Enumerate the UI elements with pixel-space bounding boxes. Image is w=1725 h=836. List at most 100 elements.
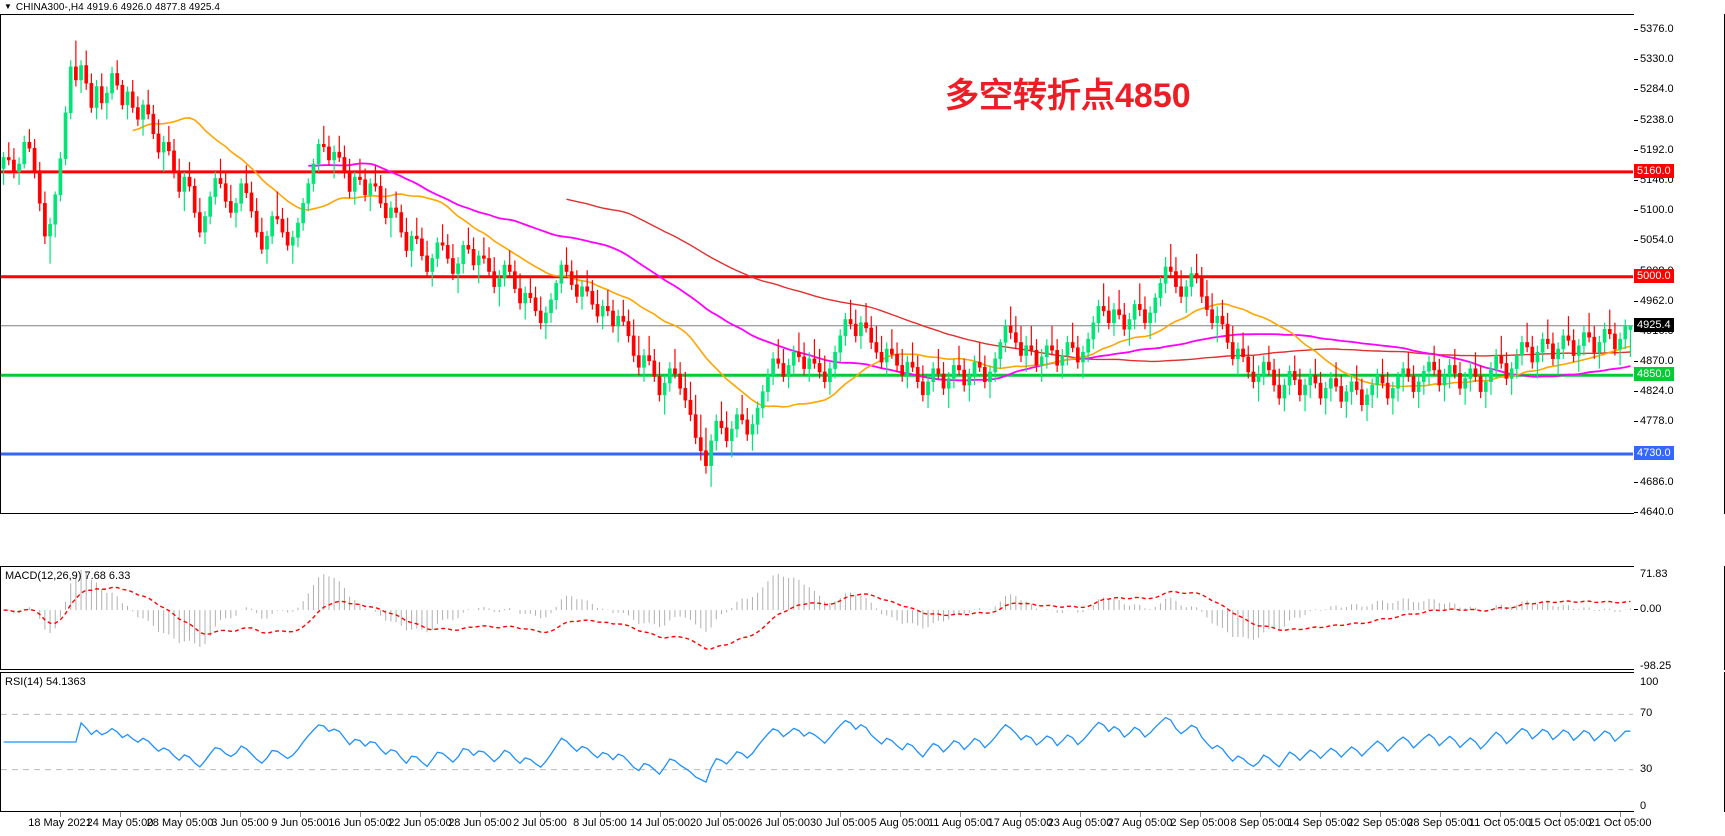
time-axis-label: 14 Jul 05:00 [630,817,690,829]
time-axis-label: 8 Jul 05:00 [573,817,627,829]
time-tick [360,812,361,817]
price-axis-label: 4640.0 [1640,506,1674,518]
time-axis-label: 8 Sep 05:00 [1230,817,1290,829]
time-tick [720,812,721,817]
axis-tick [1634,391,1638,393]
time-axis-label: 2 Jul 05:00 [513,817,567,829]
macd-axis-label: -98.25 [1640,660,1672,672]
macd-axis: 71.83 0.00 -98.25 [1634,566,1724,672]
time-tick [300,812,301,817]
price-axis-label: 5376.0 [1640,23,1674,36]
chevron-down-icon[interactable]: ▼ [4,2,12,11]
time-axis-label: 17 Aug 05:00 [987,817,1053,829]
time-tick [1200,812,1201,817]
time-tick [1140,812,1141,817]
price-axis-label: 4778.0 [1640,415,1674,428]
time-axis-label: 26 Jul 05:00 [750,817,810,829]
axis-tick [1634,361,1638,363]
axis-tick [1634,300,1638,302]
rsi-axis: 100 70 30 0 [1634,672,1724,812]
axis-tick [1634,240,1638,242]
time-tick [840,812,841,817]
time-axis-label: 28 May 05:00 [146,817,214,829]
time-tick [480,812,481,817]
time-axis-label: 23 Aug 05:00 [1047,817,1113,829]
rsi-axis-label: 70 [1640,707,1653,720]
time-tick [1320,812,1321,817]
axis-tick [1634,180,1638,181]
axis-tick [1634,89,1638,91]
rsi-label: RSI(14) 54.1363 [5,676,86,688]
price-axis-label: 4686.0 [1640,475,1674,488]
time-tick [540,812,541,817]
time-axis-label: 24 May 05:00 [86,817,154,829]
time-tick [1020,812,1021,817]
time-tick [1620,812,1621,817]
rsi-axis-label: 0 [1640,800,1647,812]
time-axis-label: 16 Jun 05:00 [328,817,392,829]
time-tick [240,812,241,817]
time-axis-label: 28 Sep 05:00 [1407,817,1473,829]
rsi-axis-label: 30 [1640,762,1653,775]
time-axis-label: 15 Oct 05:00 [1528,817,1592,829]
time-tick [1380,812,1381,817]
support-4730[interactable]: 4730.0 [1634,445,1674,460]
time-tick [180,812,181,817]
time-axis-label: 11 Aug 05:00 [927,817,993,829]
time-axis: 18 May 2021 24 May 05:00 28 May 05:00 3 Jun… [0,812,1725,836]
axis-tick [1634,609,1638,611]
time-tick [1560,812,1561,817]
price-axis-label: 5330.0 [1640,53,1674,66]
macd-axis-label: 71.83 [1640,568,1668,580]
price-axis-label: 4962.0 [1640,294,1674,307]
axis-tick [1634,119,1638,121]
axis-tick [1634,149,1638,151]
time-axis-label: 22 Jun 05:00 [388,817,452,829]
axis-tick [1634,59,1638,61]
rsi-panel[interactable] [0,672,1725,812]
time-tick [1440,812,1441,817]
time-axis-label: 28 Jun 05:00 [448,817,512,829]
time-axis-label: 11 Oct 05:00 [1468,817,1532,829]
time-tick [900,812,901,817]
price-axis-label: 5238.0 [1640,113,1674,126]
axis-tick [1634,210,1638,212]
resistance-5160[interactable]: 5160.0 [1634,163,1674,178]
time-axis-label: 5 Aug 05:00 [870,817,930,829]
chart-annotation-text: 多空转折点4850 [945,77,1191,115]
price-axis: 5376.0 5330.0 5284.0 5238.0 5192.0 5146.0 5100… [1634,14,1724,518]
time-tick [60,812,61,817]
symbol-ohlc-text: CHINA300-,H4 4919.6 4926.0 4877.8 4925.4 [15,1,221,13]
time-axis-label: 9 Jun 05:00 [271,817,329,829]
time-tick [1260,812,1261,817]
current-price-4925[interactable]: 4925.4 [1634,317,1674,332]
symbol-bar: ▼ CHINA300-,H4 4919.6 4926.0 4877.8 4925… [0,0,1725,14]
pivot-4850[interactable]: 4850.0 [1634,367,1674,382]
resistance-5000[interactable]: 5000.0 [1634,268,1674,283]
time-tick [120,812,121,817]
time-tick [960,812,961,817]
time-axis-label: 2 Sep 05:00 [1170,817,1230,829]
price-chart-panel[interactable] [0,14,1725,514]
time-axis-label: 30 Jul 05:00 [810,817,870,829]
time-tick [420,812,421,817]
rsi-axis-label: 100 [1640,676,1659,688]
macd-axis-label: 0.00 [1640,603,1662,616]
price-axis-label: 5054.0 [1640,234,1674,247]
price-axis-label: 4824.0 [1640,385,1674,398]
time-axis-label: 18 May 2021 [28,817,92,829]
axis-tick [1634,421,1638,423]
time-axis-label: 20 Jul 05:00 [690,817,750,829]
axis-tick [1634,29,1638,31]
time-axis-label: 14 Sep 05:00 [1287,817,1353,829]
macd-panel[interactable] [0,566,1725,670]
time-axis-label: 22 Sep 05:00 [1347,817,1413,829]
price-axis-label: 5192.0 [1640,143,1674,156]
time-tick [600,812,601,817]
axis-tick [1634,512,1638,513]
time-axis-label: 3 Jun 05:00 [211,817,269,829]
time-tick [1080,812,1081,817]
time-axis-label: 27 Aug 05:00 [1107,817,1173,829]
price-axis-label: 4870.0 [1640,355,1674,368]
